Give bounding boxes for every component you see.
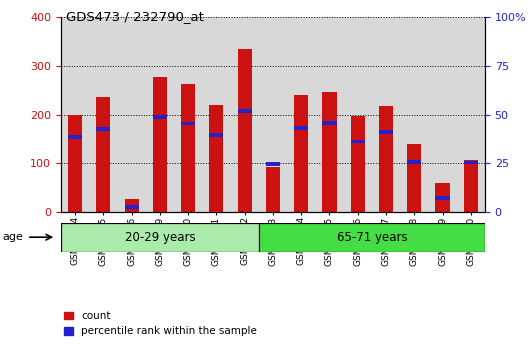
Bar [125, 198, 139, 212]
Bar [379, 106, 393, 212]
Bar [351, 116, 365, 212]
Bar [294, 95, 308, 212]
Bar [379, 130, 393, 134]
Bar [436, 183, 449, 212]
Bar [181, 121, 195, 126]
Bar [322, 121, 337, 125]
Legend: count, percentile rank within the sample: count, percentile rank within the sample [64, 311, 257, 336]
Bar [209, 133, 224, 137]
Bar [68, 115, 82, 212]
Bar [96, 127, 110, 131]
Bar [294, 126, 308, 130]
Bar [96, 97, 110, 212]
Bar [266, 162, 280, 166]
Text: 20-29 years: 20-29 years [125, 231, 195, 244]
Bar [464, 160, 478, 165]
Text: GDS473 / 232790_at: GDS473 / 232790_at [66, 10, 204, 23]
Bar [266, 167, 280, 212]
Bar [68, 135, 82, 139]
Bar [407, 144, 421, 212]
Bar [61, 223, 259, 252]
Bar [209, 105, 224, 212]
Bar [125, 205, 139, 209]
Bar [181, 85, 195, 212]
Bar [153, 77, 167, 212]
Bar [237, 109, 252, 113]
Text: age: age [3, 232, 23, 242]
Bar [436, 196, 449, 199]
Bar [259, 223, 485, 252]
Bar [407, 160, 421, 164]
Bar [322, 92, 337, 212]
Bar [237, 49, 252, 212]
Text: 65-71 years: 65-71 years [337, 231, 407, 244]
Bar [351, 140, 365, 144]
Bar [153, 115, 167, 119]
Bar [464, 159, 478, 212]
